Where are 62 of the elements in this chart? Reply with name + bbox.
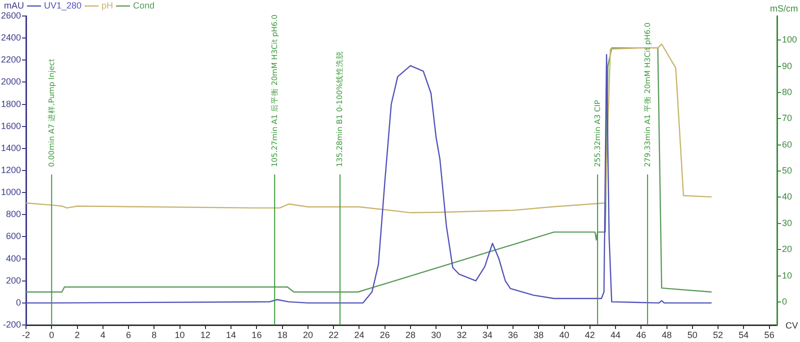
x-tick-label: 38 [534,330,544,340]
x-tick-label: 52 [713,330,724,340]
y-tick-label: 1800 [0,98,21,109]
x-tick-label: 16 [252,330,262,340]
y2-tick-label: 10 [782,270,792,280]
y2-tick-label: 40 [782,192,792,202]
x-tick-label: 30 [431,330,442,340]
y-tick-label: 600 [6,231,21,242]
y2-tick-label: 100 [782,34,798,45]
y2-tick-label: 90 [782,60,792,71]
x-tick-label: 34 [482,330,492,340]
x-tick-label: 20 [302,330,313,340]
x-tick-label: 0 [49,330,54,340]
x-tick-label: 44 [610,330,621,340]
x-tick-label: 22 [328,330,339,340]
y-tick-label: 400 [6,253,21,264]
x-tick-label: 42 [584,330,595,340]
x-axis-title: CV [785,320,798,330]
x-tick-label: 46 [636,330,646,340]
x-tick-label: 50 [687,330,698,340]
x-tick-label: 18 [277,330,288,340]
x-tick-label: 4 [100,330,106,340]
y-axis-title: mAU [4,0,24,10]
x-tick-label: 10 [174,330,185,340]
legend-label: UV1_280 [44,0,82,10]
x-tick-label: 6 [126,330,132,340]
legend-label: pH [102,0,114,10]
y2-tick-label: 80 [782,86,792,97]
y-tick-label: 0 [16,297,21,308]
y-tick-label: 2200 [0,54,21,65]
x-tick-label: 2 [74,330,80,340]
y2-tick-label: 0 [782,296,788,306]
y-tick-label: 1000 [0,187,21,198]
y-tick-label: 1200 [0,164,21,175]
x-tick-label: 56 [764,330,774,340]
x-tick-label: 48 [662,330,672,340]
x-tick-label: 36 [508,330,518,340]
x-tick-label: 54 [738,330,749,340]
x-tick-label: 12 [200,330,210,340]
y2-tick-label: 20 [782,244,792,254]
legend-label: Cond [133,0,155,10]
y-tick-label: 2600 [0,10,21,20]
y-tick-label: 1600 [0,120,21,131]
y2-tick-label: 30 [782,218,792,228]
x-tick-label: 8 [152,330,157,340]
y-tick-label: 800 [6,209,21,220]
y-tick-label: 2400 [0,32,21,43]
y2-tick-label: 50 [782,166,792,176]
y-tick-label: 2000 [0,76,21,87]
y-tick-label: 1400 [0,142,21,153]
x-tick-label: 40 [559,330,570,340]
x-tick-label: 32 [456,330,467,340]
y2-tick-label: 70 [782,113,792,124]
x-tick-label: 28 [405,330,416,340]
y-tick-label: 200 [6,275,21,286]
x-tick-label: 14 [226,330,236,340]
x-tick-label: 26 [380,330,390,340]
x-tick-label: -2 [22,330,30,340]
x-tick-label: 24 [354,330,364,340]
y2-tick-label: 60 [782,139,792,150]
y2-axis-title: mS/cm [770,3,798,14]
y-tick-label: -200 [2,319,21,330]
